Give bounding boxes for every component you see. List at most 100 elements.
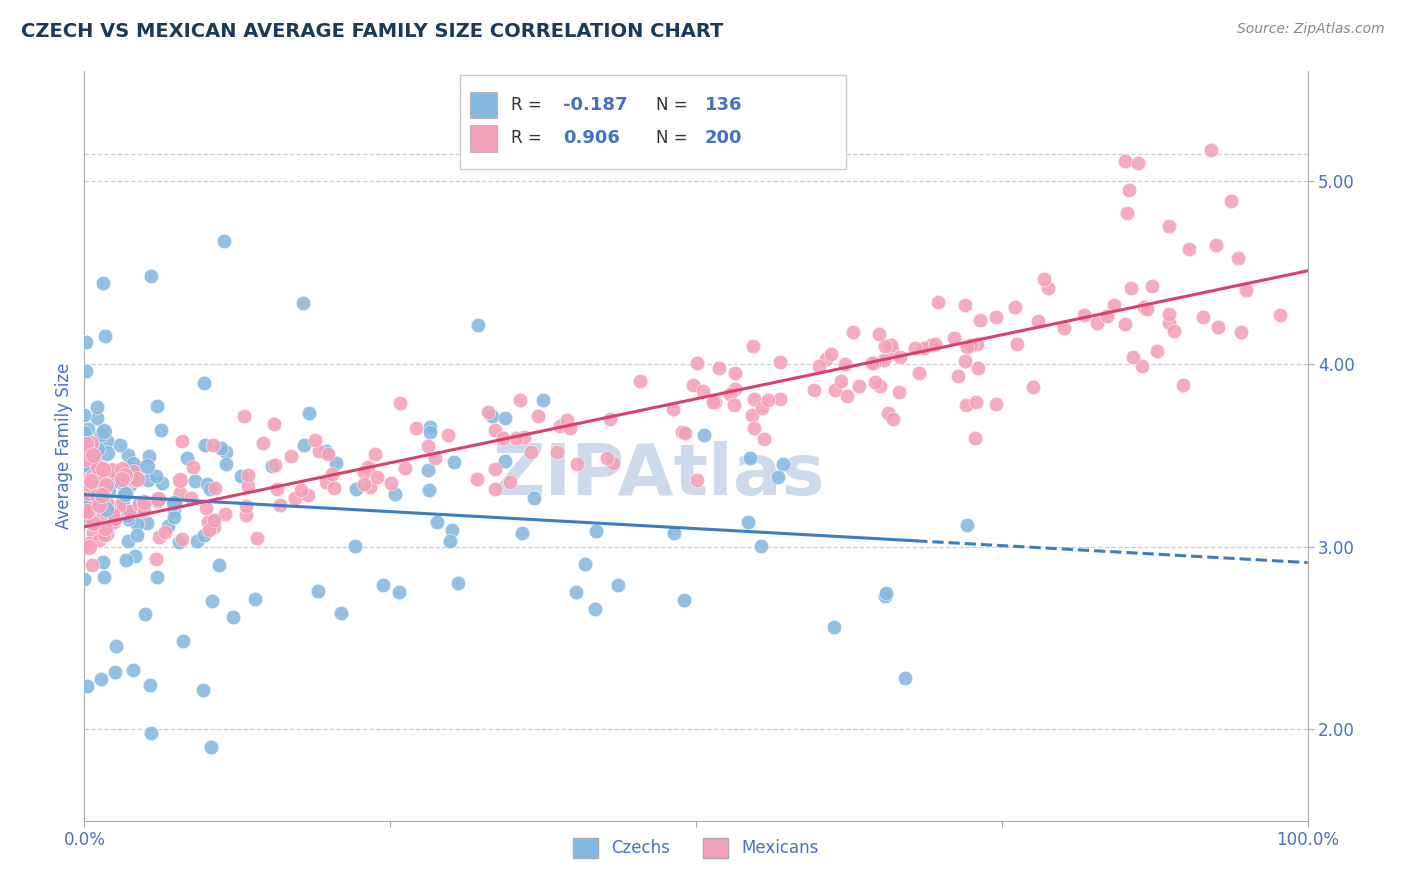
Point — [122, 663, 145, 677]
Point — [1199, 143, 1222, 157]
Point — [235, 500, 257, 514]
Point — [114, 468, 136, 483]
Point — [122, 457, 145, 471]
Point — [96, 434, 118, 449]
Point — [304, 434, 326, 448]
Point — [215, 444, 238, 458]
Point — [359, 480, 381, 494]
Point — [280, 450, 302, 464]
Point — [80, 462, 103, 476]
Point — [984, 397, 1007, 411]
Text: 0.906: 0.906 — [562, 129, 620, 147]
Point — [1226, 251, 1249, 265]
Point — [214, 507, 236, 521]
Point — [73, 572, 96, 586]
Point — [1104, 298, 1126, 312]
Point — [887, 384, 910, 399]
Point — [548, 418, 571, 433]
Point — [136, 459, 159, 474]
Point — [686, 356, 709, 370]
Point — [321, 467, 343, 481]
Point — [1128, 156, 1150, 170]
Point — [90, 672, 112, 686]
Point — [371, 578, 394, 592]
Point — [1171, 378, 1194, 392]
Point — [93, 570, 115, 584]
Point — [1157, 219, 1180, 233]
Point — [1118, 182, 1140, 196]
Point — [86, 401, 108, 415]
Point — [75, 425, 97, 439]
Point — [162, 503, 184, 517]
Point — [823, 620, 845, 634]
Point — [904, 342, 927, 356]
Point — [108, 499, 131, 513]
Point — [162, 495, 184, 509]
Point — [868, 327, 890, 342]
Point — [77, 513, 100, 527]
Point — [184, 474, 207, 488]
Point — [742, 392, 765, 407]
Point — [118, 504, 141, 518]
Point — [565, 584, 588, 599]
Point — [118, 461, 141, 475]
Point — [77, 486, 100, 500]
Point — [122, 465, 145, 479]
Point — [91, 484, 114, 499]
Point — [77, 541, 100, 555]
Point — [111, 470, 134, 484]
Point — [86, 411, 108, 425]
Point — [290, 483, 312, 497]
Point — [77, 505, 100, 519]
Point — [73, 488, 96, 502]
Point — [718, 386, 741, 401]
Point — [1177, 242, 1199, 256]
Point — [889, 350, 911, 364]
Point — [942, 331, 965, 345]
Point — [96, 465, 118, 479]
Point — [1192, 310, 1215, 324]
Point — [75, 508, 97, 522]
Point — [197, 516, 219, 530]
Point — [523, 491, 546, 505]
Point — [104, 511, 127, 525]
Point — [139, 678, 162, 692]
Point — [1053, 321, 1076, 335]
Point — [82, 558, 104, 572]
Point — [76, 679, 98, 693]
Point — [246, 531, 269, 545]
Text: -0.187: -0.187 — [562, 95, 627, 113]
Point — [574, 558, 596, 572]
Point — [662, 401, 685, 416]
Point — [87, 533, 110, 547]
Point — [87, 459, 110, 474]
Point — [93, 425, 115, 439]
Point — [145, 551, 167, 566]
Point — [114, 485, 136, 500]
Point — [193, 527, 215, 541]
Point — [344, 482, 367, 496]
Point — [703, 395, 725, 409]
Point — [583, 602, 606, 616]
Point — [418, 463, 440, 477]
Point — [114, 487, 136, 501]
Point — [1268, 308, 1291, 322]
Point — [202, 513, 225, 527]
Point — [163, 496, 186, 510]
Point — [105, 639, 128, 653]
Point — [195, 501, 218, 516]
Point — [956, 517, 979, 532]
Point — [724, 382, 747, 396]
Point — [215, 457, 238, 471]
Point — [93, 328, 115, 343]
Point — [146, 400, 169, 414]
Point — [315, 475, 337, 489]
Point — [76, 466, 98, 480]
Point — [125, 516, 148, 531]
Point — [180, 491, 202, 506]
Point — [426, 515, 449, 529]
Point — [128, 497, 150, 511]
Point — [93, 555, 115, 569]
Point — [882, 412, 904, 426]
Point — [86, 442, 108, 456]
